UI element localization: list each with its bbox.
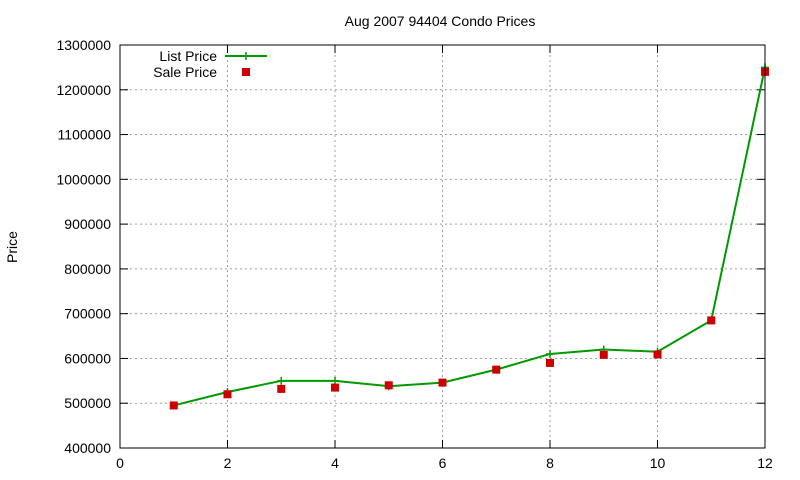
y-tick-label: 600000 xyxy=(64,350,111,366)
sale-price-point xyxy=(384,381,393,390)
y-tick-label: 500000 xyxy=(64,395,111,411)
legend-label: Sale Price xyxy=(153,64,217,80)
grid xyxy=(120,45,765,448)
sale-price-point xyxy=(707,316,716,325)
legend-square-swatch xyxy=(242,68,250,76)
y-tick-label: 400000 xyxy=(64,440,111,456)
y-tick-label: 800000 xyxy=(64,261,111,277)
sale-price-point xyxy=(277,384,286,393)
x-tick-label: 0 xyxy=(116,455,124,471)
sale-price-point xyxy=(169,401,178,410)
sale-price-point xyxy=(492,365,501,374)
sale-price-point xyxy=(599,350,608,359)
x-tick-label: 4 xyxy=(331,455,339,471)
y-tick-label: 1200000 xyxy=(56,82,111,98)
sale-price-point xyxy=(223,390,232,399)
series-0 xyxy=(169,63,769,410)
x-tick-label: 12 xyxy=(757,455,773,471)
series-1 xyxy=(169,67,769,410)
x-tick-label: 2 xyxy=(224,455,232,471)
tick-labels: 0 2 4 6 8 10 12 400000 500000 600000 700000 800000 9… xyxy=(56,37,773,471)
chart-title: Aug 2007 94404 Condo Prices xyxy=(345,13,536,29)
y-tick-label: 900000 xyxy=(64,216,111,232)
x-tick-label: 6 xyxy=(439,455,447,471)
sale-price-point xyxy=(438,378,447,387)
list-price-line xyxy=(173,67,766,407)
sale-price-point xyxy=(653,350,662,359)
plot-frame xyxy=(119,44,766,449)
y-tick-label: 1000000 xyxy=(56,171,111,187)
y-tick-label: 700000 xyxy=(64,306,111,322)
sale-price-point xyxy=(331,383,339,392)
sale-price-point xyxy=(546,358,554,367)
series-marks xyxy=(169,63,769,410)
y-tick-label: 1100000 xyxy=(58,127,112,143)
legend-label: List Price xyxy=(159,48,217,64)
x-tick-label: 8 xyxy=(546,455,554,471)
x-tick-label: 10 xyxy=(650,455,666,471)
y-axis-label: Price xyxy=(4,231,20,263)
y-tick-label: 1300000 xyxy=(56,37,111,53)
